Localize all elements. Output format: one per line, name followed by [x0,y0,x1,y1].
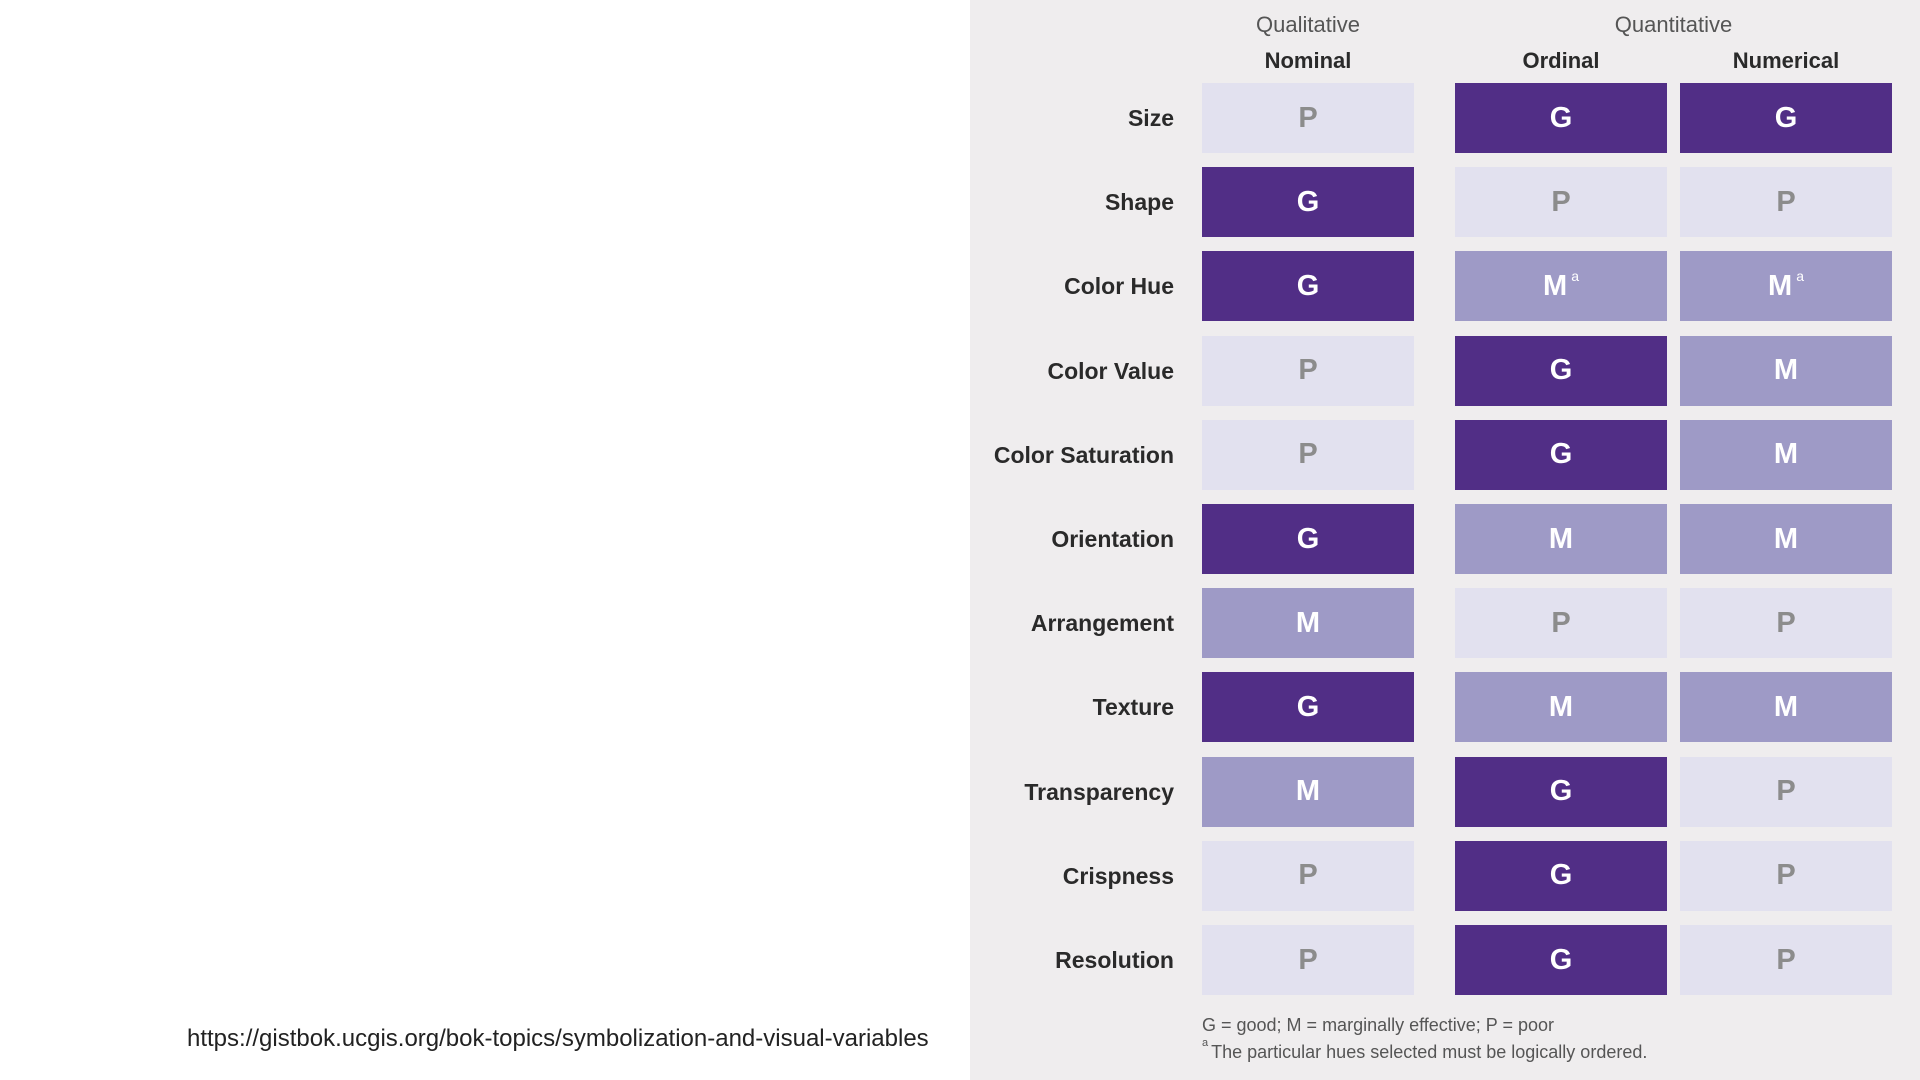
cell-footnote-marker: a [1571,268,1579,285]
row-label-size: Size [1127,105,1174,131]
cell-rating: G [1549,943,1573,976]
cell-size-numerical: G [1680,83,1892,153]
cell-shape-numerical: P [1680,167,1892,238]
column-label-ordinal: Ordinal [1522,48,1600,73]
cell-rating: M [1295,606,1321,639]
cell-rating: G [1296,269,1320,302]
row-label-shape: Shape [1104,189,1174,216]
cell-rating: P [1776,943,1796,976]
row-label-arrangement: Arrangement [1030,610,1174,637]
cell-rating: M [1773,690,1799,723]
cell-rating: M [1295,775,1321,808]
cell-rating: P [1298,859,1318,892]
cell-rating: P [1298,354,1318,387]
group-label-quantitative: Quantitative [1614,12,1733,37]
cell-texture-numerical: M [1680,672,1892,743]
row-label-texture: Texture [1092,694,1174,721]
cell-color-value-nominal: P [1202,335,1414,406]
cell-rating: G [1549,354,1573,387]
cell-resolution-numerical: P [1680,925,1892,995]
cell-rating: M [1548,522,1574,555]
cell-color-value-numerical: M [1680,335,1892,406]
cell-rating: M [1773,438,1799,471]
table-panel: Qualitative Quantitative Nominal Ordinal Num… [970,0,1920,1080]
cell-shape-nominal: G [1202,167,1414,238]
cell-size-nominal: P [1202,83,1414,153]
cell-rating: P [1298,943,1318,976]
cell-transparency-numerical: P [1680,756,1892,827]
cell-rating: M [1768,269,1793,302]
cell-texture-nominal: G [1202,672,1414,743]
cell-color-saturation-nominal: P [1202,419,1414,490]
cell-rating: P [1551,185,1571,218]
cell-rating: P [1776,185,1796,218]
cell-color-saturation-numerical: M [1680,419,1892,490]
row-label-color-value: Color Value [1047,357,1174,384]
cell-rating: M [1543,269,1568,302]
cell-arrangement-nominal: M [1202,588,1414,659]
cell-arrangement-ordinal: P [1455,588,1667,659]
cell-resolution-ordinal: G [1455,925,1667,995]
cell-rating: G [1549,775,1573,808]
cell-crispness-nominal: P [1202,840,1414,911]
cell-color-saturation-ordinal: G [1455,419,1667,490]
cell-footnote-marker: a [1796,268,1804,285]
cell-rating: P [1776,606,1796,639]
cell-rating: G [1296,690,1320,723]
cell-rating: G [1774,101,1798,134]
cell-texture-ordinal: M [1455,672,1667,743]
footnote-text: The particular hues selected must be log… [1211,1042,1648,1062]
cell-rating: P [1776,859,1796,892]
cell-transparency-nominal: M [1202,756,1414,827]
footnote-marker: a [1202,1037,1209,1049]
column-label-nominal: Nominal [1264,48,1352,73]
legend-text: G = good; M = marginally effective; P = … [1202,1015,1555,1035]
cell-rating: G [1549,438,1573,471]
row-label-crispness: Crispness [1062,862,1174,889]
row-label-color-hue: Color Hue [1064,273,1174,300]
cell-rating: G [1296,185,1320,218]
cell-rating: M [1773,522,1799,555]
group-label-qualitative: Qualitative [1256,12,1360,37]
cell-rating: G [1549,101,1573,134]
column-label-numerical: Numerical [1732,48,1840,73]
cell-rating: G [1549,859,1573,892]
cell-crispness-ordinal: G [1455,840,1667,911]
cell-shape-ordinal: P [1455,167,1667,238]
cell-color-hue-nominal: G [1202,251,1414,322]
cell-crispness-numerical: P [1680,840,1892,911]
row-label-resolution: Resolution [1055,947,1174,973]
cell-color-value-ordinal: G [1455,335,1667,406]
cell-rating: P [1776,775,1796,808]
cell-rating: M [1548,690,1574,723]
cell-orientation-nominal: G [1202,504,1414,574]
row-label-transparency: Transparency [1024,778,1174,805]
cell-rating: P [1551,606,1571,639]
cell-rating: M [1773,354,1799,387]
source-url: https://gistbok.ucgis.org/bok-topics/sym… [187,1025,929,1052]
cell-arrangement-numerical: P [1680,588,1892,659]
row-label-color-saturation: Color Saturation [993,441,1174,468]
footnote: a The particular hues selected must be lo… [1202,1037,1648,1063]
cell-rating: G [1296,522,1320,555]
cell-rating: P [1298,101,1318,134]
cell-orientation-numerical: M [1680,504,1892,574]
cell-orientation-ordinal: M [1455,504,1667,574]
cell-resolution-nominal: P [1202,925,1414,995]
cell-size-ordinal: G [1455,83,1667,153]
cell-transparency-ordinal: G [1455,756,1667,827]
row-label-orientation: Orientation [1051,526,1174,552]
cell-rating: P [1298,438,1318,471]
